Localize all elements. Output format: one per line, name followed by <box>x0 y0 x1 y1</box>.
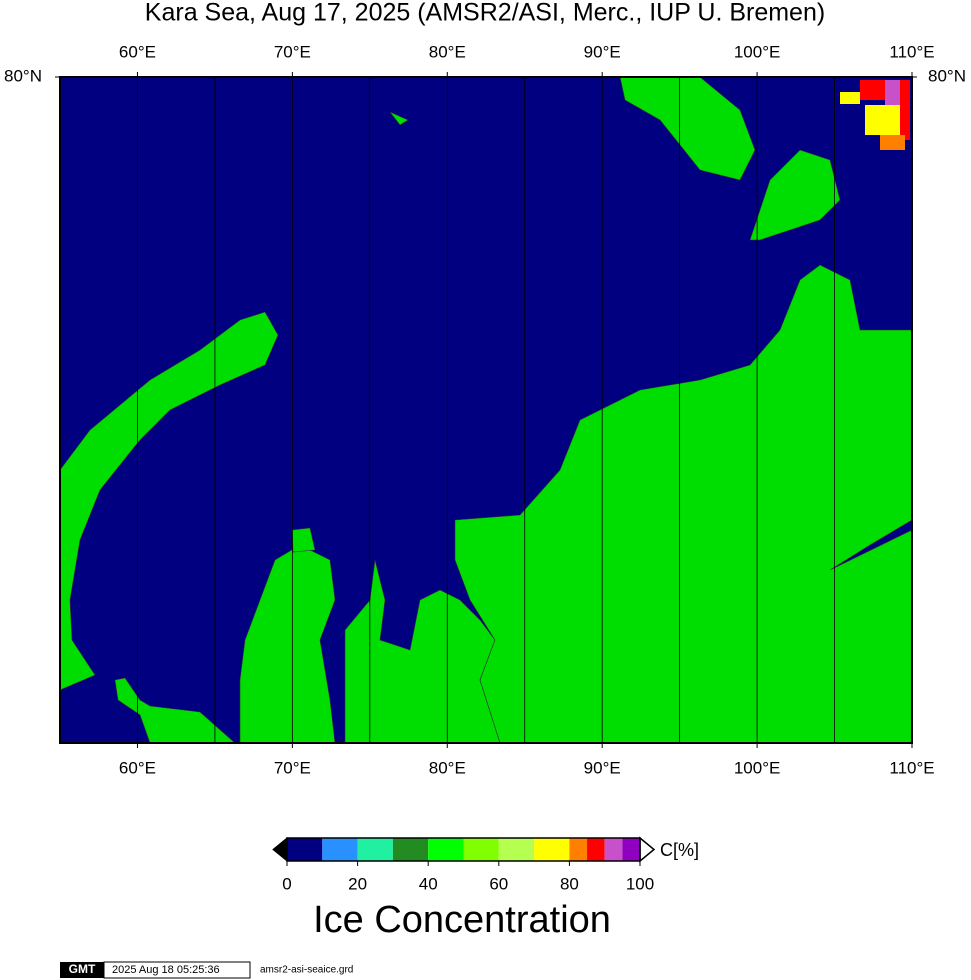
colorbar-segment <box>287 838 323 861</box>
colorbar-unit: C[%] <box>660 840 699 860</box>
colorbar-segment <box>322 838 358 861</box>
land <box>59 76 913 744</box>
ice-cell <box>900 80 910 140</box>
map-title: Kara Sea, Aug 17, 2025 (AMSR2/ASI, Merc.… <box>145 0 825 27</box>
colorbar-segment <box>534 838 570 861</box>
colorbar-segment <box>569 838 588 861</box>
timestamp-box <box>103 961 251 979</box>
lat-tick-label: 80°N <box>928 66 966 85</box>
colorbar-segment <box>587 838 605 861</box>
ice-cell <box>840 92 860 104</box>
lon-tick-label: 100°E <box>734 42 781 61</box>
ice-cell <box>885 80 900 110</box>
colorbar-tick-label: 100 <box>626 874 654 893</box>
vaygach <box>114 677 236 744</box>
lon-tick-label: 70°E <box>274 42 311 61</box>
lon-tick-label: 80°E <box>429 42 466 61</box>
colorbar-segment <box>622 838 640 861</box>
lon-tick-label: 60°E <box>119 42 156 61</box>
ice-cell <box>880 135 905 150</box>
ice-cell <box>860 80 885 100</box>
colorbar-segment <box>604 838 623 861</box>
lon-tick-label: 100°E <box>734 758 781 777</box>
severnaya-zemlya-south <box>749 149 841 241</box>
lon-tick-label: 110°E <box>889 758 934 777</box>
ice-patch <box>840 80 910 150</box>
timestamp: 2025 Aug 18 05:25:36 <box>112 964 220 976</box>
island <box>389 111 409 126</box>
colorbar-frame <box>286 837 641 862</box>
colorbar-tick-label: 0 <box>282 874 291 893</box>
taymyr <box>454 264 913 744</box>
colorbar-tick-label: 20 <box>348 874 367 893</box>
colorbar-tick-label: 40 <box>419 874 438 893</box>
colorbar-title: Ice Concentration <box>313 899 611 941</box>
colorbar-segment <box>357 838 393 861</box>
colorbar-tick-label: 80 <box>560 874 579 893</box>
colorbar-segment <box>498 838 535 861</box>
lon-tick-label: 80°E <box>429 758 466 777</box>
lat-tick-label: 80°N <box>4 66 42 85</box>
severnaya-zemlya-north <box>619 76 756 181</box>
logo: GMT <box>69 962 96 976</box>
colorbar-segment <box>428 838 464 861</box>
colorbar-low-arrow <box>272 836 288 863</box>
ice-cell <box>865 105 900 135</box>
lon-tick-label: 90°E <box>584 758 621 777</box>
lon-tick-label: 60°E <box>119 758 156 777</box>
colorbar-tick-label: 60 <box>489 874 508 893</box>
lon-tick-label: 70°E <box>274 758 311 777</box>
lon-tick-label: 90°E <box>584 42 621 61</box>
logo-box <box>60 962 104 978</box>
file-name: amsr2-asi-seaice.grd <box>260 965 353 976</box>
novaya-zemlya <box>59 311 279 691</box>
colorbar-high-arrow <box>639 836 656 863</box>
lon-tick-label: 110°E <box>889 42 934 61</box>
map-frame <box>59 76 913 744</box>
yamal <box>239 544 336 744</box>
colorbar-segment <box>392 838 429 861</box>
colorbar-segment <box>463 838 499 861</box>
